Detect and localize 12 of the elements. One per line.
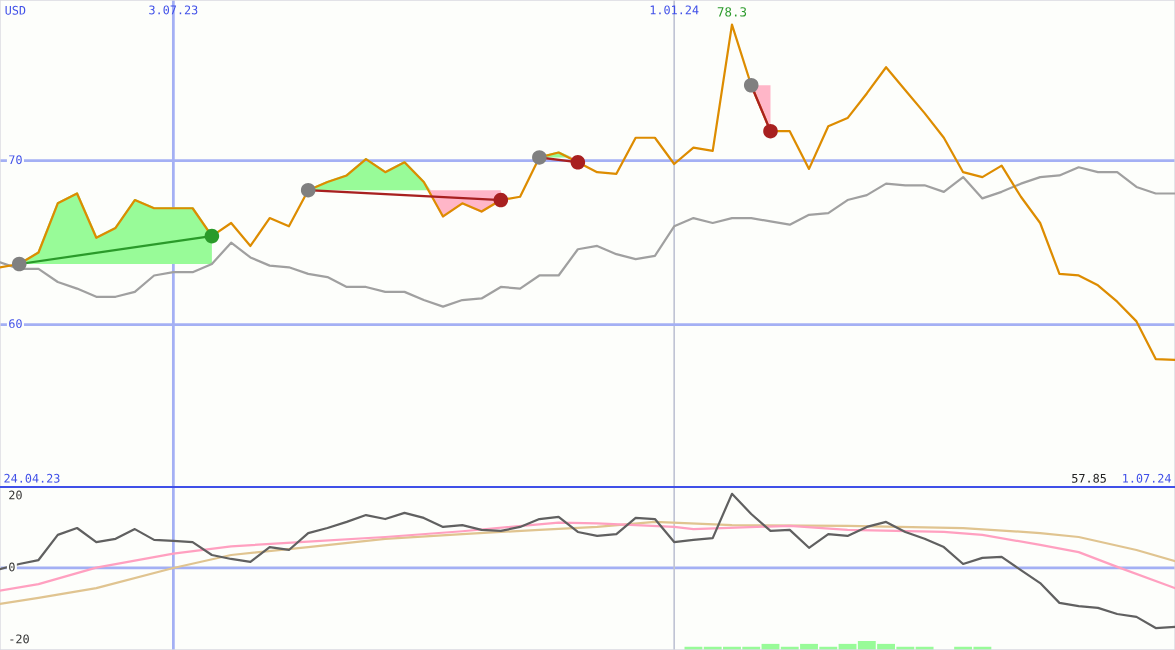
x-tick-label: 1.01.24 bbox=[650, 5, 699, 15]
y-tick-label: 0 bbox=[9, 562, 15, 572]
y-tick-label: -20 bbox=[10, 634, 29, 644]
y-tick-label: 70 bbox=[9, 155, 22, 165]
annotation: 1.07.24 bbox=[1123, 473, 1171, 483]
y-axis-title: USD bbox=[5, 5, 26, 15]
annotation: 78.3 bbox=[717, 7, 747, 17]
y-tick-label: 60 bbox=[9, 319, 22, 329]
x-tick-label: 3.07.23 bbox=[149, 5, 198, 15]
annotation: 57.85 bbox=[1072, 473, 1106, 483]
annotation: 24.04.23 bbox=[4, 473, 60, 483]
y-tick-label: 20 bbox=[9, 490, 22, 500]
